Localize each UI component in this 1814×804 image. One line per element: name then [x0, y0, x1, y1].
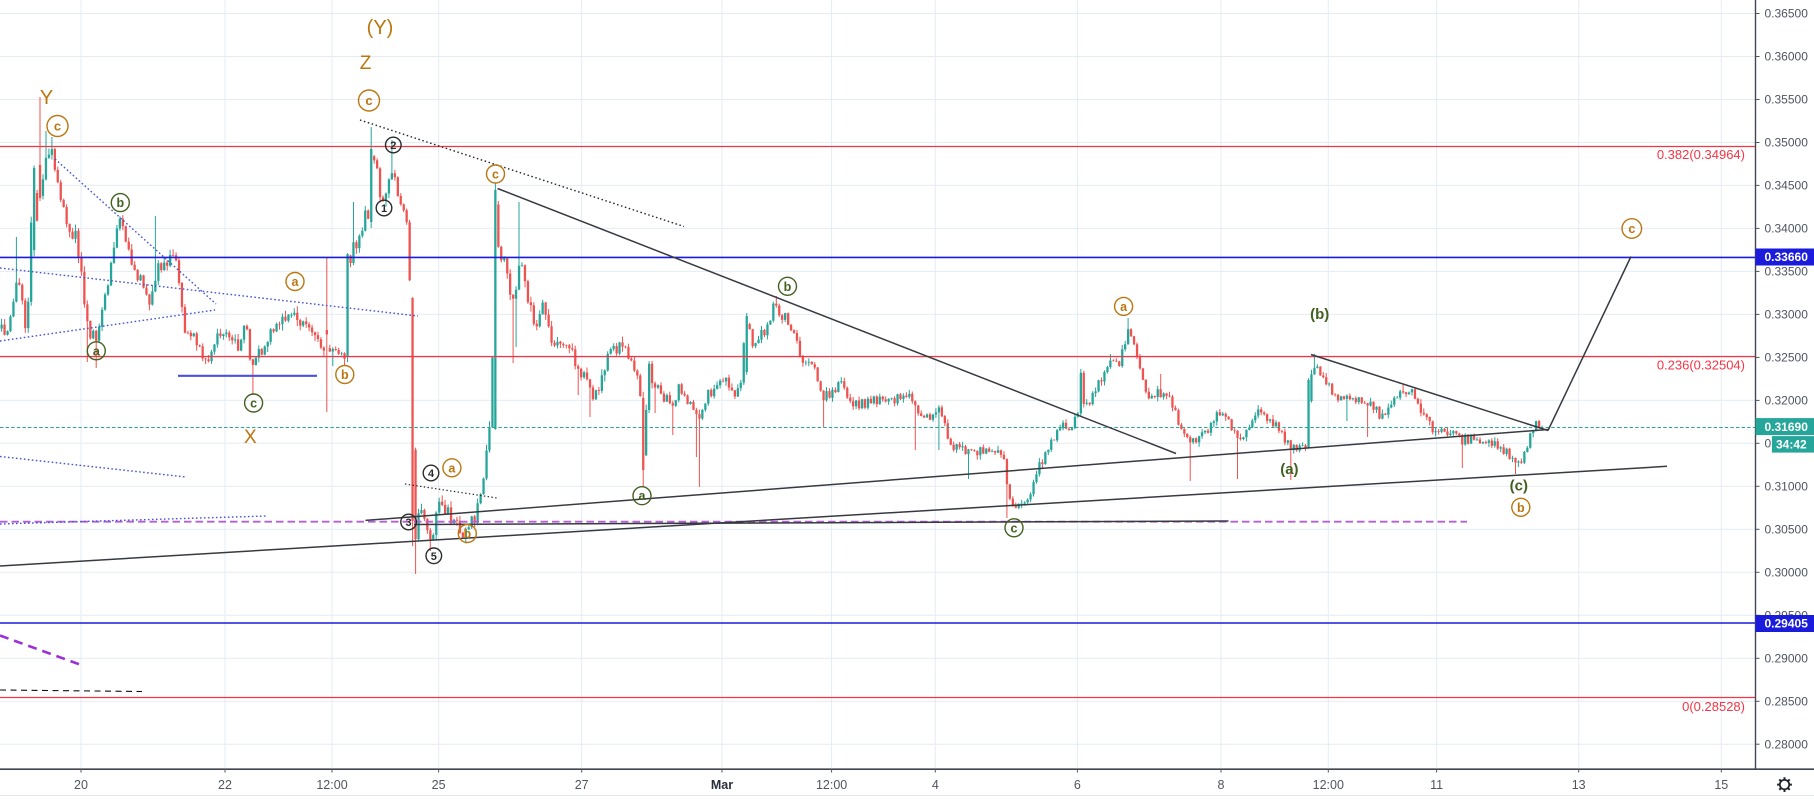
svg-text:c: c	[1011, 521, 1018, 535]
svg-text:13: 13	[1572, 778, 1586, 792]
svg-text:15: 15	[1714, 778, 1728, 792]
svg-text:0.31690: 0.31690	[1765, 420, 1809, 434]
svg-text:2: 2	[390, 140, 396, 152]
svg-text:Mar: Mar	[711, 778, 733, 792]
svg-text:b: b	[1517, 501, 1525, 515]
svg-text:1: 1	[381, 203, 387, 215]
svg-text:34:42: 34:42	[1776, 438, 1807, 452]
svg-text:0.28500: 0.28500	[1765, 694, 1809, 708]
svg-text:20: 20	[74, 778, 88, 792]
svg-text:a: a	[1120, 300, 1128, 314]
svg-text:(a): (a)	[1280, 461, 1298, 478]
svg-text:0.36500: 0.36500	[1765, 7, 1809, 21]
svg-text:0.33000: 0.33000	[1765, 308, 1809, 322]
svg-text:b: b	[463, 527, 471, 541]
svg-text:a: a	[639, 489, 647, 503]
svg-text:Y: Y	[40, 87, 53, 109]
svg-text:(Y): (Y)	[367, 17, 394, 39]
svg-text:0.35500: 0.35500	[1765, 93, 1809, 107]
svg-text:22: 22	[218, 778, 232, 792]
svg-text:c: c	[54, 119, 61, 134]
svg-text:0.34000: 0.34000	[1765, 222, 1809, 236]
svg-text:b: b	[116, 196, 124, 210]
svg-text:a: a	[93, 344, 101, 358]
svg-text:0.35000: 0.35000	[1765, 136, 1809, 150]
svg-text:0.36000: 0.36000	[1765, 50, 1809, 64]
svg-text:0(0.28528): 0(0.28528)	[1682, 699, 1745, 714]
svg-text:0.33500: 0.33500	[1765, 265, 1809, 279]
svg-text:0.32500: 0.32500	[1765, 351, 1809, 365]
svg-text:0.30500: 0.30500	[1765, 523, 1809, 537]
svg-text:b: b	[784, 280, 792, 294]
svg-text:0.382(0.34964): 0.382(0.34964)	[1657, 147, 1745, 162]
svg-text:6: 6	[1074, 778, 1081, 792]
svg-text:11: 11	[1430, 778, 1443, 792]
svg-text:8: 8	[1218, 778, 1225, 792]
svg-text:0.29000: 0.29000	[1765, 651, 1809, 665]
svg-text:12:00: 12:00	[316, 778, 347, 792]
svg-text:(c): (c)	[1510, 478, 1528, 495]
svg-text:0.236(0.32504): 0.236(0.32504)	[1657, 358, 1745, 373]
svg-text:4: 4	[428, 468, 435, 480]
svg-text:c: c	[1628, 222, 1635, 236]
svg-text:c: c	[365, 93, 372, 108]
svg-text:Z: Z	[360, 53, 372, 74]
svg-text:25: 25	[432, 778, 446, 792]
svg-text:c: c	[492, 168, 499, 182]
svg-text:5: 5	[431, 551, 437, 563]
svg-text:X: X	[244, 427, 257, 448]
svg-text:c: c	[250, 397, 257, 411]
svg-text:a: a	[292, 275, 300, 289]
svg-text:0.30000: 0.30000	[1765, 566, 1809, 580]
svg-text:12:00: 12:00	[816, 778, 847, 792]
svg-text:0.33660: 0.33660	[1765, 250, 1809, 264]
svg-text:3: 3	[406, 517, 412, 529]
svg-text:0.31000: 0.31000	[1765, 480, 1809, 494]
svg-text:a: a	[448, 461, 456, 475]
svg-text:0.32000: 0.32000	[1765, 394, 1809, 408]
svg-text:(b): (b)	[1310, 306, 1329, 323]
svg-text:12:00: 12:00	[1313, 778, 1344, 792]
svg-text:27: 27	[575, 778, 589, 792]
svg-text:b: b	[341, 368, 349, 382]
svg-text:0.29405: 0.29405	[1765, 617, 1809, 631]
svg-text:0.28000: 0.28000	[1765, 737, 1809, 751]
svg-text:0.34500: 0.34500	[1765, 179, 1809, 193]
svg-text:4: 4	[932, 778, 939, 792]
